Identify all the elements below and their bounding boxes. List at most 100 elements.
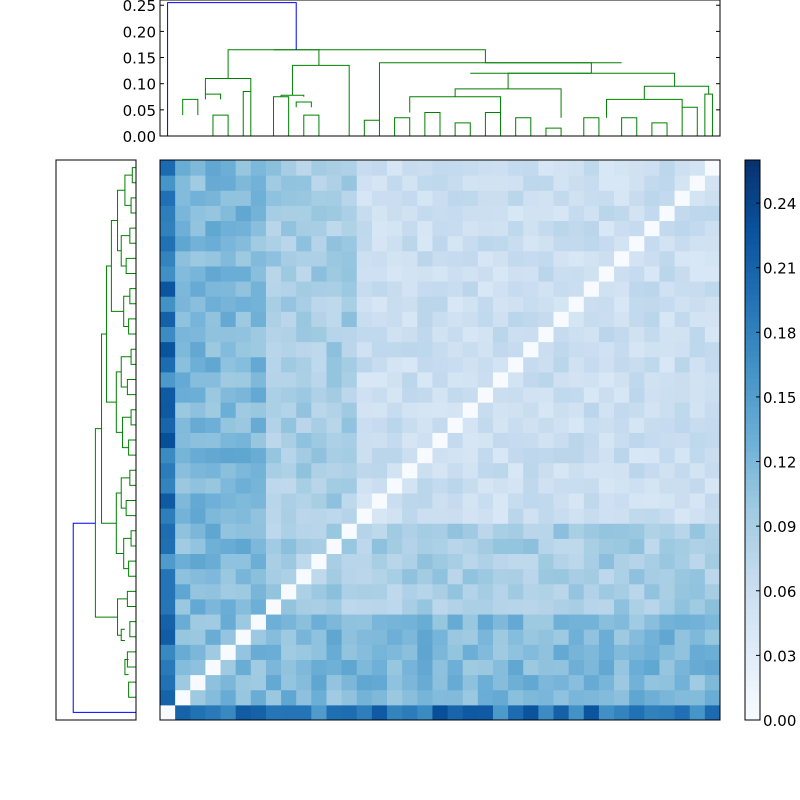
heatmap-cell xyxy=(296,281,312,297)
left-dendrogram-frame xyxy=(55,159,137,721)
heatmap-cell xyxy=(281,250,297,267)
heatmap-cell xyxy=(508,614,524,630)
heatmap-cell xyxy=(644,523,660,539)
heatmap-cell xyxy=(689,614,706,630)
heatmap-cell xyxy=(553,614,570,630)
heatmap-cell xyxy=(387,160,403,176)
heatmap-cell xyxy=(296,689,312,706)
heatmap-cell xyxy=(659,568,676,585)
heatmap-cell xyxy=(568,160,585,176)
heatmap-cell xyxy=(190,296,206,312)
heatmap-cell xyxy=(326,644,343,660)
heatmap-cell xyxy=(371,508,388,524)
colorbar-gradient-step xyxy=(745,249,760,256)
heatmap-cell xyxy=(689,417,706,433)
heatmap-cell xyxy=(371,205,388,222)
heatmap-cell xyxy=(205,160,222,176)
heatmap-cell xyxy=(235,598,252,615)
heatmap-cell xyxy=(462,629,479,645)
heatmap-cell xyxy=(160,432,176,449)
heatmap-cell xyxy=(629,432,645,449)
heatmap-cell xyxy=(598,614,615,630)
heatmap-cell xyxy=(447,160,464,176)
heatmap-cell xyxy=(296,371,312,388)
heatmap-cell xyxy=(704,387,721,403)
heatmap-cell xyxy=(220,220,237,237)
heatmap-cell xyxy=(492,614,509,630)
heatmap-cell xyxy=(614,417,630,433)
heatmap-cell xyxy=(462,553,479,570)
heatmap-cell xyxy=(523,508,539,524)
colorbar-gradient-step xyxy=(745,602,760,609)
heatmap-cell xyxy=(296,160,312,176)
heatmap-cell xyxy=(326,568,343,585)
heatmap-cell xyxy=(387,538,403,555)
heatmap-cell xyxy=(523,190,539,206)
heatmap-cell xyxy=(205,220,222,237)
heatmap-cell xyxy=(341,341,358,358)
heatmap-cell xyxy=(492,402,509,418)
heatmap-cell xyxy=(341,387,358,403)
heatmap-cell xyxy=(265,462,282,479)
heatmap-cell xyxy=(371,220,388,237)
heatmap-cell xyxy=(674,326,691,343)
heatmap-cell xyxy=(311,523,327,539)
heatmap-cell xyxy=(492,205,509,222)
heatmap-cell xyxy=(432,674,449,691)
heatmap-cell xyxy=(674,387,691,403)
heatmap-cell xyxy=(614,432,630,449)
heatmap-cell xyxy=(296,220,312,237)
heatmap-cell xyxy=(417,689,433,706)
heatmap-cell xyxy=(190,265,206,282)
heatmap-cell xyxy=(387,205,403,222)
heatmap-cell xyxy=(281,220,297,237)
heatmap-cell xyxy=(190,281,206,297)
heatmap-cell xyxy=(326,704,343,721)
heatmap-cell xyxy=(689,553,706,570)
heatmap-cell xyxy=(250,523,267,539)
heatmap-cell xyxy=(250,371,267,388)
heatmap-cell xyxy=(341,689,358,706)
heatmap-cell xyxy=(508,341,524,358)
heatmap-cell xyxy=(235,402,252,418)
heatmap-cell xyxy=(220,629,237,645)
heatmap-cell xyxy=(296,265,312,282)
heatmap-cell xyxy=(644,190,660,206)
heatmap-cell xyxy=(235,659,252,676)
heatmap-cell xyxy=(644,644,660,660)
colorbar-gradient-step xyxy=(745,182,760,189)
heatmap-cell xyxy=(462,598,479,615)
heatmap-cell xyxy=(205,371,222,388)
heatmap-cell xyxy=(508,583,524,600)
heatmap-cell xyxy=(175,659,191,676)
heatmap-cell xyxy=(175,477,191,494)
heatmap-cell xyxy=(704,220,721,237)
heatmap-cell xyxy=(387,250,403,267)
heatmap-cell xyxy=(371,598,388,615)
heatmap-cell xyxy=(447,568,464,585)
heatmap-cell xyxy=(356,341,373,358)
heatmap-cell xyxy=(614,447,630,464)
heatmap-cell xyxy=(598,598,615,615)
heatmap-cell xyxy=(583,598,600,615)
top-dendrogram-link xyxy=(583,117,600,136)
heatmap-cell xyxy=(341,614,358,630)
heatmap-cell xyxy=(341,371,358,388)
heatmap-cell xyxy=(704,432,721,449)
heatmap-cell xyxy=(265,538,282,555)
heatmap-cell xyxy=(689,190,706,206)
heatmap-cell xyxy=(341,160,358,176)
heatmap-cell xyxy=(583,235,600,252)
heatmap-cell xyxy=(629,568,645,585)
top-dendrogram-link xyxy=(227,49,320,79)
heatmap-cell xyxy=(492,598,509,615)
heatmap-cell xyxy=(341,235,358,252)
heatmap-cell xyxy=(598,175,615,191)
heatmap-cell xyxy=(704,205,721,222)
left-dendrogram-link xyxy=(115,492,124,555)
colorbar-gradient-step xyxy=(745,344,760,351)
heatmap-cell xyxy=(311,538,327,555)
heatmap-cell xyxy=(644,659,660,676)
heatmap-cell xyxy=(296,190,312,206)
left-dendrogram-link xyxy=(130,197,136,214)
